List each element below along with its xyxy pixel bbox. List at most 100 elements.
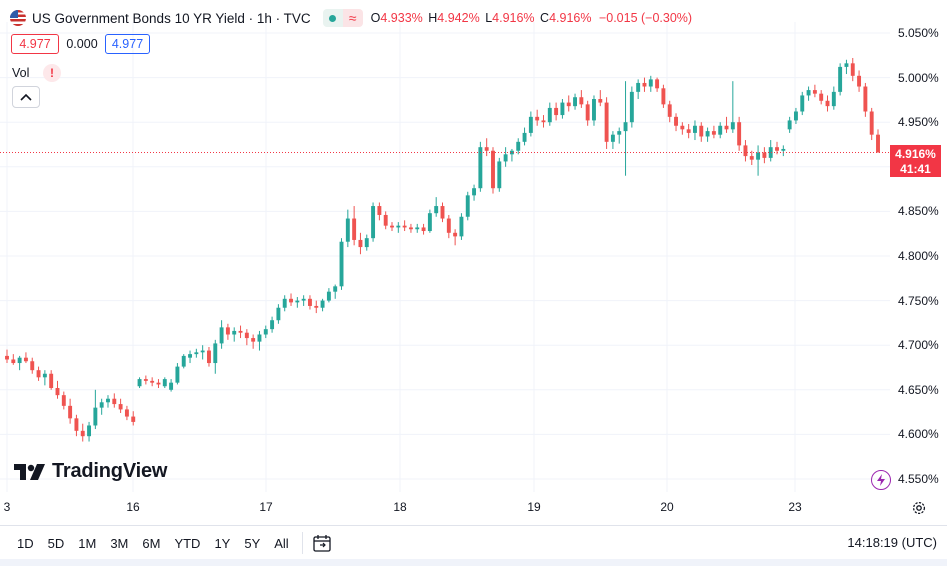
price-tick-label: 4.750% <box>898 293 939 308</box>
range-button-5d[interactable]: 5D <box>47 535 65 551</box>
volume-label[interactable]: Vol <box>12 66 30 80</box>
candle <box>585 100 590 126</box>
ask-button[interactable]: 4.977 <box>105 34 150 54</box>
candle <box>156 379 161 389</box>
range-button-1d[interactable]: 1D <box>17 535 34 551</box>
candle-body <box>838 66 843 92</box>
candle-body <box>560 102 565 116</box>
candle <box>232 327 237 342</box>
high-label: H <box>428 11 438 25</box>
candle <box>124 405 129 421</box>
candle <box>257 330 262 351</box>
candle-body <box>705 131 710 137</box>
lightning-icon[interactable] <box>871 470 891 490</box>
low-label: L <box>485 11 493 25</box>
candle-body <box>137 379 142 387</box>
candle <box>307 295 312 310</box>
warning-icon[interactable]: ! <box>43 64 61 82</box>
range-button-1m[interactable]: 1M <box>78 535 97 551</box>
range-button-5y[interactable]: 5Y <box>244 535 261 551</box>
candle-body <box>686 129 691 133</box>
collapse-legend-button[interactable] <box>12 86 40 108</box>
range-button-ytd[interactable]: YTD <box>174 535 201 551</box>
settings-gear-icon[interactable] <box>911 500 927 516</box>
candle <box>869 107 874 141</box>
range-button-6m[interactable]: 6M <box>142 535 161 551</box>
utc-clock[interactable]: 14:18:19 (UTC) <box>847 535 937 550</box>
market-status-badge[interactable]: ≈ <box>322 9 363 27</box>
candle <box>112 393 117 408</box>
candle <box>383 211 388 230</box>
symbol-title[interactable]: US Government Bonds 10 YR Yield · 1h · T… <box>32 10 311 26</box>
candle-body <box>775 147 779 151</box>
candle-body <box>604 102 609 142</box>
candle-body <box>667 104 672 117</box>
candle-body <box>124 409 129 417</box>
candle-body <box>592 99 596 121</box>
candle-body <box>850 63 855 76</box>
price-tick-label: 4.550% <box>898 472 939 486</box>
candle <box>364 234 369 251</box>
candle <box>491 147 495 194</box>
candle-body <box>793 111 798 121</box>
candle <box>17 355 22 371</box>
candle <box>345 209 350 248</box>
bid-button[interactable]: 4.977 <box>11 34 59 54</box>
candle-body <box>863 86 868 112</box>
candle-body <box>358 239 363 248</box>
candle <box>831 86 836 110</box>
candle-body <box>876 134 880 153</box>
candle <box>207 346 211 367</box>
candle-body <box>257 334 262 342</box>
candle <box>87 421 92 442</box>
candle-body <box>61 395 66 406</box>
candle-body <box>806 90 811 96</box>
candle <box>680 122 685 135</box>
candle <box>282 295 287 312</box>
candle <box>68 398 73 424</box>
candle <box>667 100 672 123</box>
range-button-all[interactable]: All <box>274 535 289 551</box>
candle-body <box>162 379 167 387</box>
candle-body <box>573 97 578 107</box>
tradingview-logo[interactable]: TradingView <box>14 460 167 483</box>
candle <box>737 116 742 151</box>
candle-body <box>270 320 275 330</box>
range-button-3m[interactable]: 3M <box>110 535 129 551</box>
calendar-goto-icon[interactable] <box>311 533 333 553</box>
candle-body <box>629 91 634 123</box>
spread-value: 0.000 <box>66 37 98 51</box>
candle-body <box>55 388 60 396</box>
candle <box>636 79 641 100</box>
candle-body <box>516 141 521 151</box>
candle <box>674 113 678 132</box>
candle-body <box>756 152 761 160</box>
candle-body <box>320 300 325 308</box>
candle-body <box>642 82 647 87</box>
candle-body <box>585 104 590 121</box>
candle <box>244 329 249 346</box>
candle <box>352 206 357 246</box>
low-value: 4.916% <box>492 11 535 25</box>
range-button-1y[interactable]: 1Y <box>214 535 231 551</box>
candle <box>396 222 401 233</box>
candlestick-chart[interactable] <box>0 0 947 525</box>
candle <box>522 127 527 146</box>
candle <box>377 202 382 221</box>
price-tick-label: 4.950% <box>898 115 939 130</box>
candle <box>131 411 136 426</box>
candle-body <box>857 75 862 87</box>
candle <box>295 297 300 308</box>
candle-body <box>371 206 376 239</box>
candle-body <box>655 79 660 89</box>
candle <box>610 131 615 149</box>
open-value: 4.933% <box>380 11 423 25</box>
candle <box>528 111 533 137</box>
candle-body <box>314 305 319 308</box>
time-tick-label: 17 <box>259 500 273 514</box>
candle <box>876 129 880 153</box>
candle <box>604 97 609 149</box>
candle-body <box>5 355 9 360</box>
candle-body <box>453 232 458 237</box>
symbol-legend[interactable]: US Government Bonds 10 YR Yield · 1h · T… <box>10 8 692 28</box>
